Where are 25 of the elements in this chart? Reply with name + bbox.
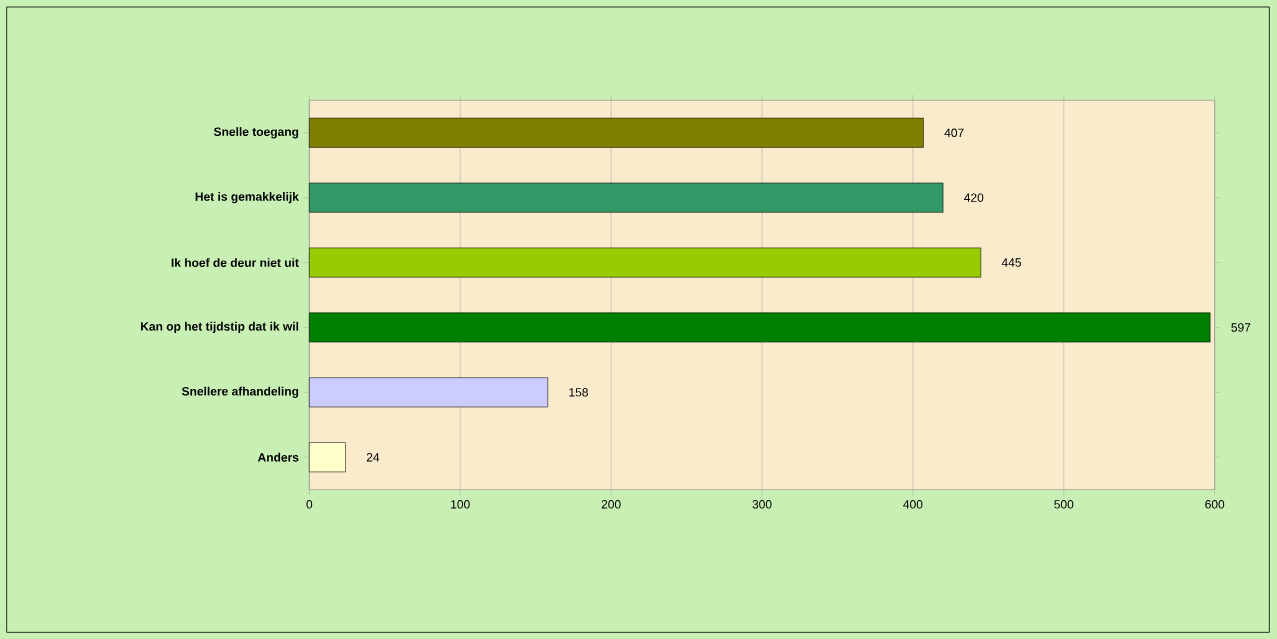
y-tick-label: Kan op het tijdstip dat ik wil — [141, 321, 299, 334]
x-tick-label: 300 — [752, 500, 772, 509]
x-tick-label: 100 — [451, 500, 470, 509]
data-label: 407 — [944, 128, 964, 138]
bar — [309, 182, 944, 213]
y-tick-label: Snelle toegang — [213, 127, 299, 139]
x-tick-label: 0 — [306, 500, 313, 509]
y-tick-label: Snellere afhandeling — [181, 386, 299, 398]
data-label: 445 — [1001, 258, 1022, 267]
bar — [309, 377, 549, 408]
data-label: 597 — [1231, 323, 1251, 332]
data-label: 420 — [964, 193, 984, 202]
x-tick-label: 200 — [601, 500, 621, 509]
x-tick-label: 400 — [903, 500, 923, 509]
y-tick-label: Het is gemakkelijk — [195, 192, 299, 204]
y-tick-label: Anders — [257, 452, 299, 462]
bar — [309, 442, 346, 473]
bar — [309, 117, 924, 148]
bar — [309, 312, 1211, 343]
y-tick-label: Ik hoef de deur niet uit — [171, 258, 299, 267]
x-tick-label: 500 — [1054, 500, 1074, 509]
x-tick-label: 600 — [1205, 500, 1225, 509]
bar — [309, 247, 982, 278]
data-label: 158 — [569, 388, 588, 397]
data-label: 24 — [366, 453, 380, 462]
